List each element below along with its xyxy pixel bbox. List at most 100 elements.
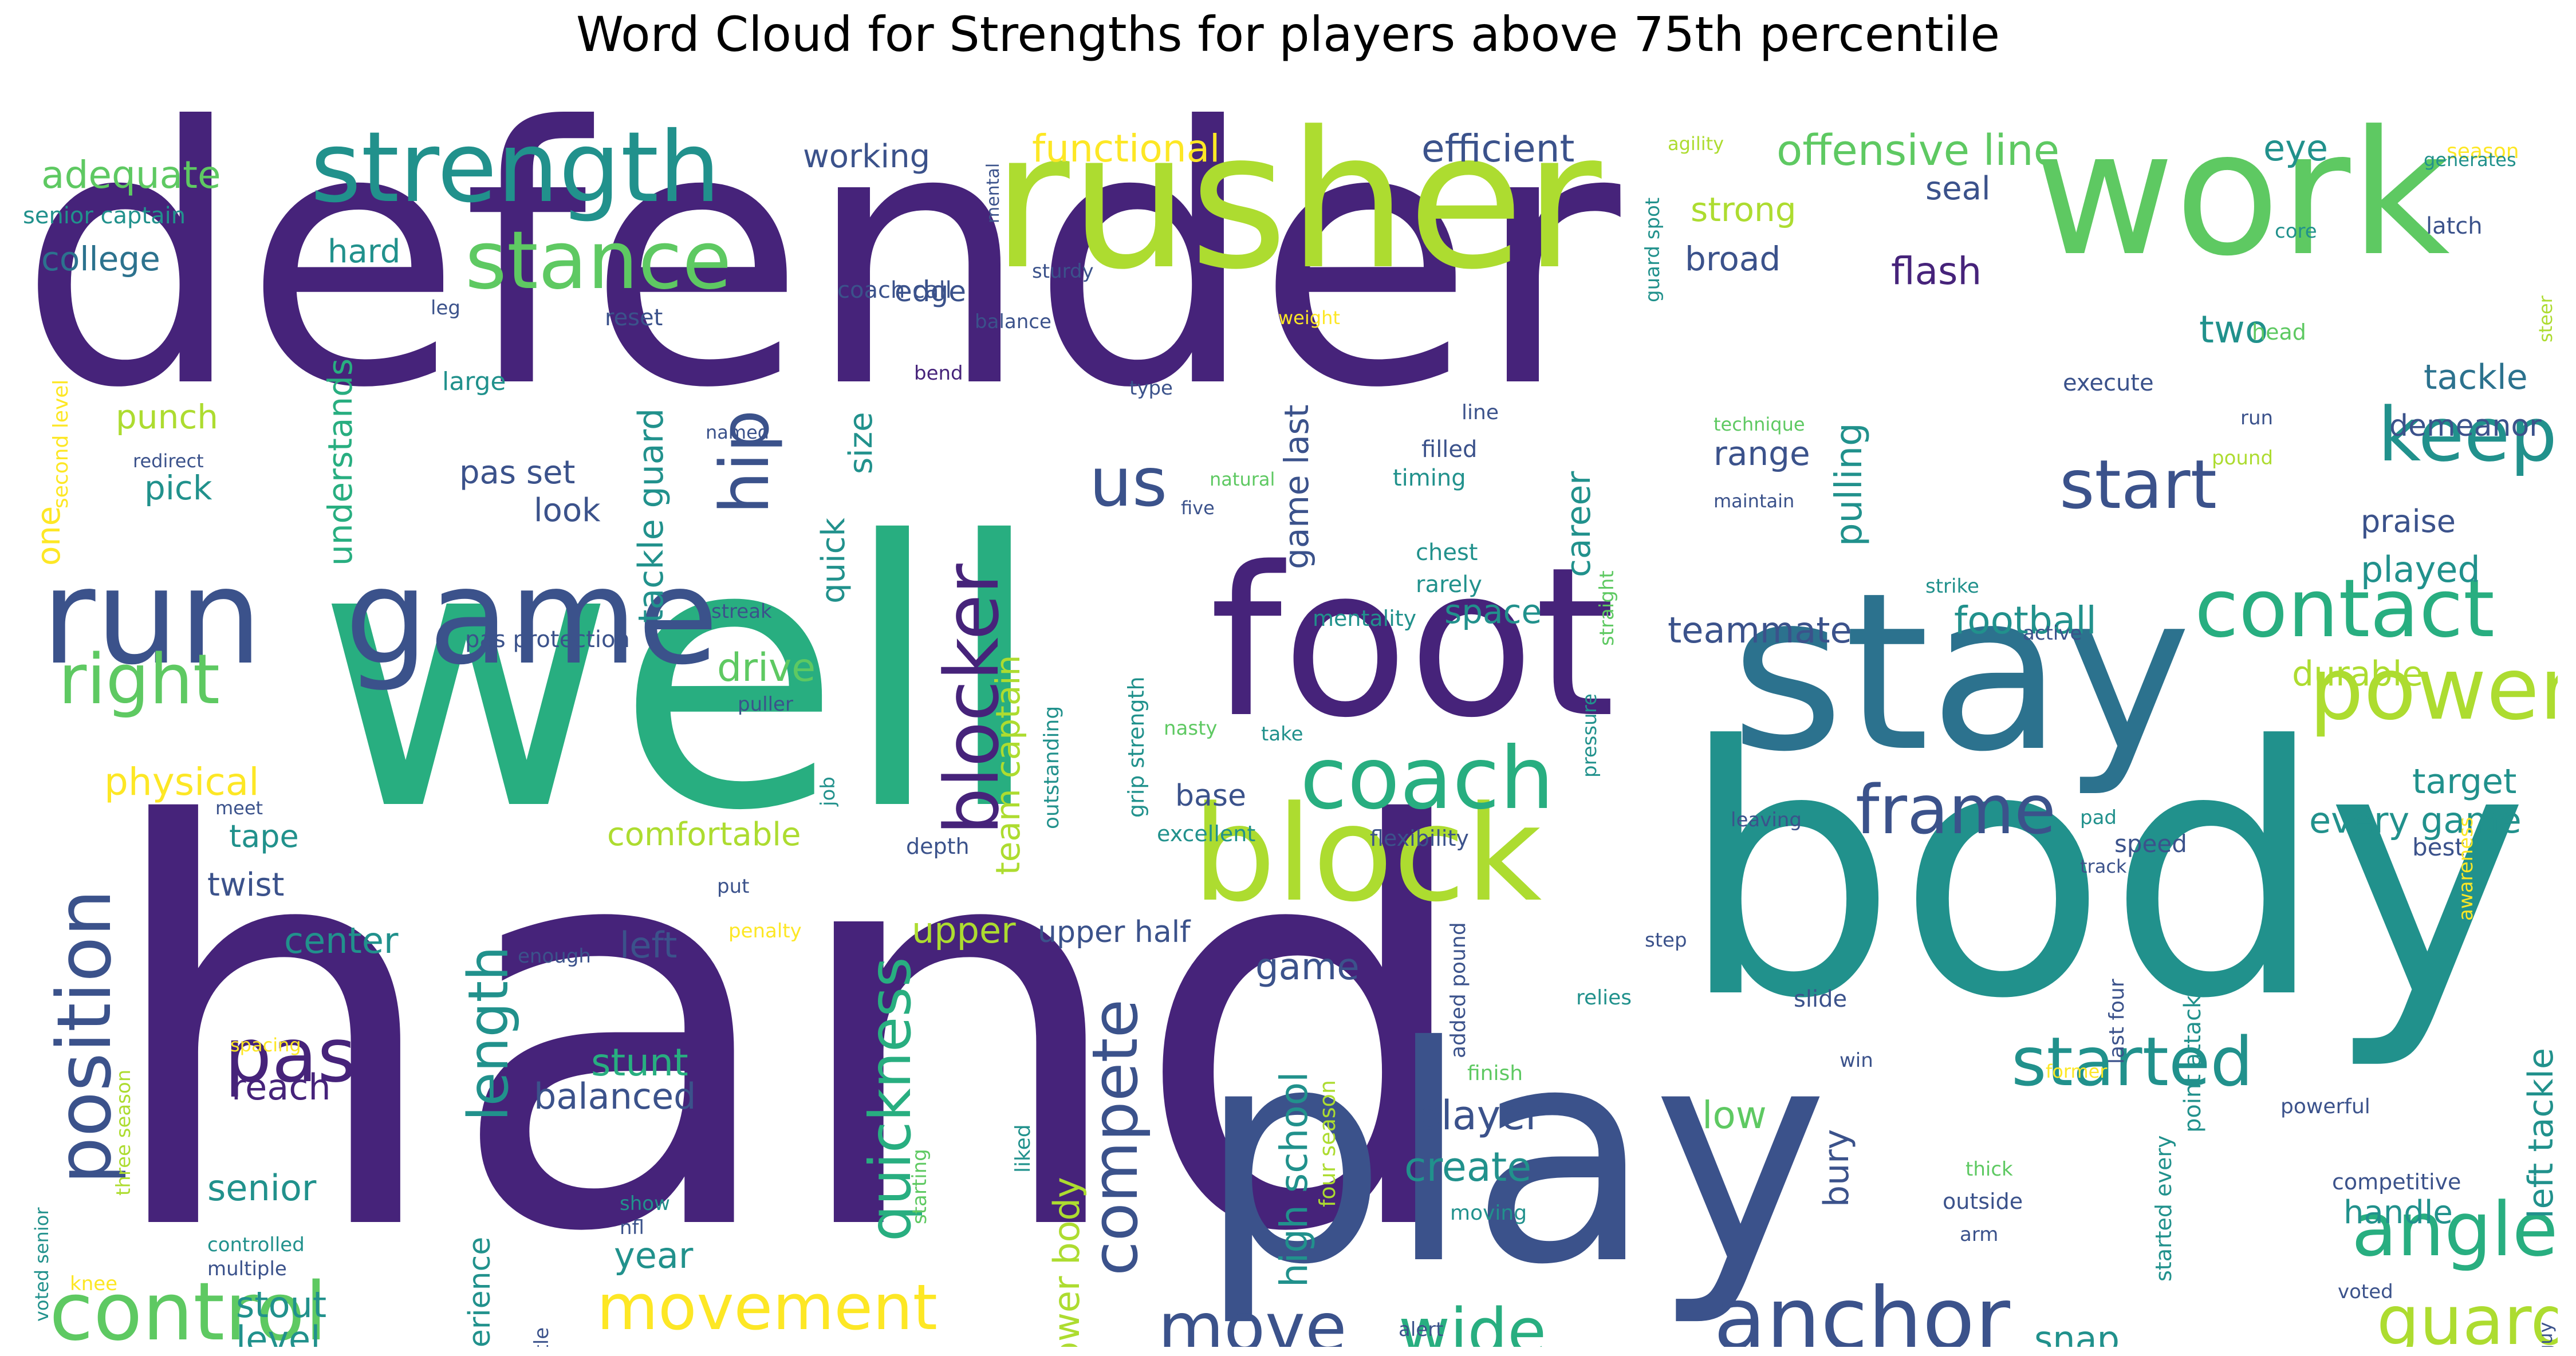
- word: excellent: [1157, 821, 1256, 846]
- word: pas: [224, 1012, 356, 1099]
- word: adequate: [41, 153, 221, 197]
- word: strength: [310, 111, 721, 224]
- word: strong: [1691, 190, 1797, 229]
- word: flexibility: [1370, 826, 1469, 851]
- word: game last: [1277, 404, 1316, 569]
- word: size: [842, 412, 880, 474]
- word: added pound: [1447, 922, 1470, 1058]
- word: quick: [815, 518, 852, 604]
- word: stay: [1731, 546, 2192, 799]
- word: target: [2412, 762, 2517, 802]
- word: range: [1714, 434, 1810, 473]
- word: efficient: [1421, 127, 1575, 171]
- word: pressure: [1578, 693, 1601, 778]
- word: technique: [1714, 413, 1805, 435]
- word: high school: [1272, 1071, 1316, 1287]
- word: move: [1158, 1288, 1347, 1347]
- word: contact: [2195, 562, 2495, 656]
- word: pound: [2212, 447, 2274, 470]
- word: bury: [1817, 1129, 1857, 1207]
- word: finish: [1467, 1062, 1523, 1085]
- word: best: [2412, 833, 2464, 861]
- word: latch: [2426, 213, 2483, 239]
- word: working: [803, 138, 931, 175]
- word: drive: [717, 645, 816, 691]
- word: keep: [2378, 391, 2558, 478]
- word: put: [717, 875, 750, 898]
- word: flash: [1891, 249, 1982, 293]
- word: level: [236, 1318, 321, 1347]
- word: left: [620, 924, 678, 966]
- word: guard spot: [1641, 197, 1664, 302]
- word: three season: [112, 1069, 135, 1196]
- word: pick: [144, 468, 212, 507]
- word: thick: [1966, 1158, 2013, 1181]
- word: win: [1840, 1049, 1873, 1072]
- word: edge: [895, 275, 966, 308]
- word: foot: [1210, 523, 1616, 763]
- word: sturdy: [1032, 260, 1094, 283]
- word: block: [1192, 778, 1542, 931]
- word: rusher: [992, 91, 1602, 311]
- word: straight: [1596, 570, 1618, 646]
- word: movement: [597, 1271, 938, 1344]
- word: body: [1679, 673, 2529, 1074]
- word: puller: [738, 693, 793, 716]
- word: defender: [18, 73, 1621, 466]
- word: second level: [49, 379, 73, 508]
- word: head: [2252, 320, 2306, 345]
- word: core: [2275, 220, 2317, 243]
- word: lower body: [1046, 1177, 1088, 1347]
- word: offensive line: [1777, 126, 2060, 175]
- word: starting: [908, 1149, 931, 1224]
- word: strike: [1925, 575, 1979, 598]
- word: frame: [1856, 770, 2056, 849]
- word: run: [41, 541, 263, 694]
- word: two: [2199, 308, 2268, 352]
- word: take: [1261, 723, 1303, 746]
- word: football: [1954, 598, 2097, 642]
- word: stunt: [591, 1040, 688, 1085]
- word: leaving: [1731, 809, 1802, 831]
- word: wide: [1399, 1295, 1547, 1347]
- word: base: [1175, 779, 1246, 813]
- word: angle: [2352, 1186, 2558, 1273]
- word: competitive: [2332, 1169, 2461, 1195]
- word: experience: [463, 1236, 497, 1347]
- word: slide: [1794, 986, 1848, 1012]
- word: type: [1129, 377, 1173, 400]
- word: generates: [2424, 149, 2516, 171]
- word: hand: [99, 712, 1482, 1347]
- word: physical: [104, 760, 259, 804]
- word: nasty: [1164, 717, 1218, 740]
- word: year: [614, 1235, 694, 1276]
- word: right: [58, 640, 220, 720]
- word: started: [2011, 1022, 2254, 1101]
- word: us: [1089, 443, 1168, 522]
- word: seal: [1925, 170, 1991, 207]
- word: length: [456, 946, 521, 1121]
- word: praise: [2361, 503, 2456, 539]
- word: comfortable: [607, 816, 801, 853]
- word: large: [442, 367, 506, 396]
- word: controlled: [207, 1233, 305, 1256]
- word: leg: [431, 297, 460, 320]
- word: job: [817, 776, 840, 806]
- word: agility: [1668, 133, 1724, 155]
- word: durable: [2292, 654, 2424, 694]
- word-cloud: defender hand well body play rusher work…: [18, 73, 2558, 1347]
- word: anchor: [1714, 1270, 2010, 1347]
- word: alert: [1399, 1318, 1444, 1341]
- word: track: [2080, 856, 2127, 877]
- word: point attack: [2180, 995, 2206, 1133]
- word: one: [30, 506, 68, 566]
- word: position: [41, 889, 128, 1184]
- word: arm: [1960, 1223, 1999, 1246]
- word: space: [1444, 592, 1542, 631]
- word: mental: [983, 163, 1003, 223]
- word: named: [706, 421, 770, 443]
- word: pas set: [459, 454, 576, 491]
- word: outside: [1943, 1189, 2023, 1214]
- word: coach: [1300, 729, 1554, 829]
- word: look: [534, 492, 601, 529]
